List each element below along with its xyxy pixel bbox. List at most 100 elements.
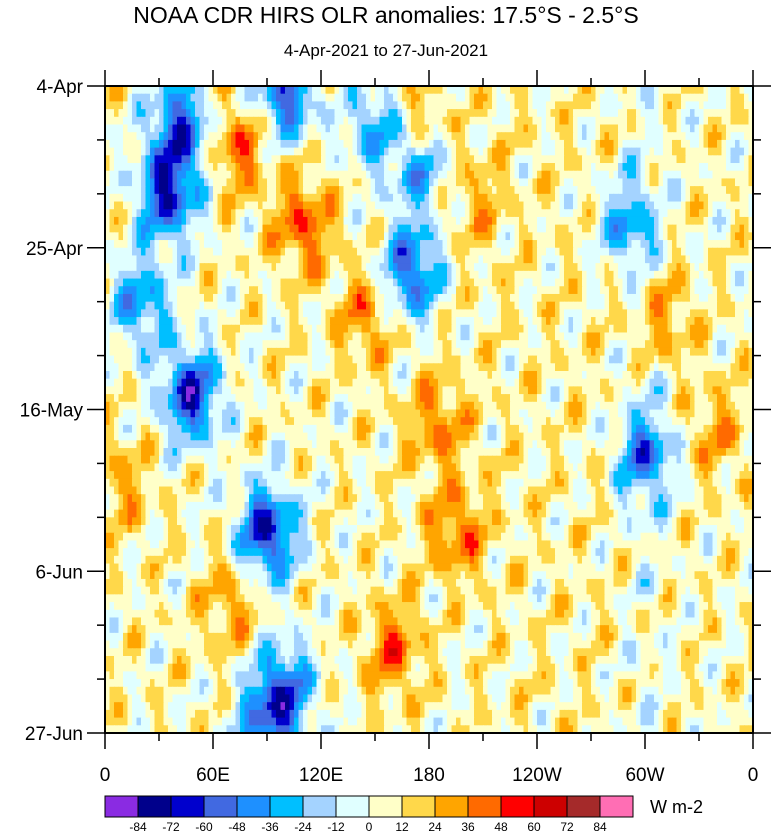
field-cell [577, 163, 583, 172]
field-cell [667, 270, 673, 280]
field-cell [555, 247, 561, 257]
field-cell [348, 178, 354, 187]
field-cell [460, 301, 466, 310]
field-cell [645, 155, 651, 164]
field-cell [744, 332, 750, 341]
field-cell [433, 147, 439, 156]
field-cell [609, 147, 615, 156]
field-cell [681, 93, 687, 102]
field-cell [280, 101, 286, 110]
field-cell [559, 163, 565, 172]
field-cell [127, 270, 133, 280]
field-cell [474, 240, 480, 249]
field-cell [298, 270, 304, 280]
field-cell [190, 124, 196, 133]
field-cell [424, 232, 430, 241]
field-cell [577, 124, 583, 133]
field-cell [465, 232, 471, 241]
field-cell [114, 263, 120, 272]
field-cell [654, 216, 660, 226]
field-cell [321, 332, 327, 341]
field-cell [397, 116, 403, 126]
field-cell [177, 163, 183, 172]
field-cell [676, 263, 682, 272]
field-cell [118, 216, 124, 226]
field-cell [739, 255, 745, 264]
field-cell [136, 332, 142, 341]
field-cell [699, 324, 705, 334]
field-cell [145, 201, 151, 210]
field-cell [564, 324, 570, 334]
field-cell [361, 332, 367, 341]
field-cell [316, 293, 322, 303]
field-cell [285, 301, 291, 310]
field-cell [528, 147, 534, 156]
field-cell [172, 332, 178, 341]
field-cell [573, 240, 579, 249]
field-cell [627, 324, 633, 334]
field-cell [105, 247, 111, 257]
field-cell [348, 116, 354, 126]
field-cell [663, 201, 669, 210]
field-cell [325, 201, 331, 210]
field-cell [321, 301, 327, 310]
field-cell [181, 116, 187, 126]
field-cell [199, 240, 205, 249]
field-cell [375, 132, 381, 141]
field-cell [496, 132, 502, 141]
field-cell [168, 240, 174, 249]
field-cell [600, 186, 606, 195]
field-cell [123, 293, 129, 303]
field-cell [411, 270, 417, 280]
field-cell [420, 93, 426, 102]
field-cell [348, 193, 354, 203]
field-cell [510, 170, 516, 180]
field-cell [708, 209, 714, 218]
field-cell [339, 278, 345, 287]
field-cell [433, 270, 439, 280]
field-cell [370, 247, 376, 257]
field-cell [573, 270, 579, 280]
field-cell [199, 332, 205, 341]
field-cell [514, 270, 520, 280]
field-cell [109, 178, 115, 187]
field-cell [654, 209, 660, 218]
field-cell [721, 247, 727, 257]
field-cell [177, 340, 183, 349]
field-cell [145, 193, 151, 203]
field-cell [330, 247, 336, 257]
field-cell [235, 209, 241, 218]
field-cell [483, 124, 489, 133]
field-cell [424, 332, 430, 341]
field-cell [636, 332, 642, 341]
field-cell [132, 247, 138, 257]
field-cell [474, 155, 480, 164]
field-cell [667, 332, 673, 341]
field-cell [523, 270, 529, 280]
field-cell [424, 347, 430, 357]
field-cell [604, 132, 610, 141]
field-cell [609, 124, 615, 133]
field-cell [262, 186, 268, 195]
field-cell [465, 101, 471, 110]
field-cell [267, 240, 273, 249]
field-cell [721, 193, 727, 203]
field-cell [388, 324, 394, 334]
field-cell [244, 86, 250, 95]
field-cell [213, 240, 219, 249]
field-cell [550, 301, 556, 310]
field-cell [154, 263, 160, 272]
field-cell [478, 147, 484, 156]
field-cell [447, 263, 453, 272]
field-cell [159, 340, 165, 349]
field-cell [523, 263, 529, 272]
field-cell [240, 139, 246, 149]
field-cell [451, 324, 457, 334]
field-cell [546, 263, 552, 272]
field-cell [519, 86, 525, 95]
field-cell [663, 101, 669, 110]
field-cell [181, 170, 187, 180]
field-cell [586, 232, 592, 241]
field-cell [586, 93, 592, 102]
field-cell [523, 193, 529, 203]
